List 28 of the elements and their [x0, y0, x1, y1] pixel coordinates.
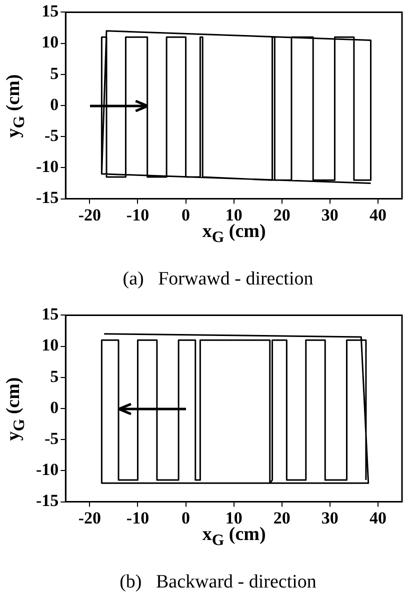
x-tick-label: 0 — [182, 508, 190, 528]
y-tick-label: -5 — [44, 126, 59, 145]
x-tick-label: 30 — [321, 508, 338, 528]
x-tick-label: 20 — [273, 508, 290, 528]
y-tick-label: 10 — [42, 336, 59, 355]
text: (a) Forwawd - direction — [122, 268, 314, 290]
x-tick-label: 20 — [273, 205, 290, 224]
x-tick-label: -20 — [78, 205, 102, 224]
y-tick-label: 15 — [42, 304, 59, 324]
x-tick-label: 30 — [321, 205, 338, 224]
y-tick-label: -15 — [36, 491, 59, 510]
y-tick-label: -5 — [44, 428, 59, 448]
y-tick-label: 5 — [50, 366, 59, 386]
y-tick-label: -10 — [36, 157, 59, 176]
x-tick-label: 40 — [369, 205, 386, 224]
x-tick-label: 40 — [369, 508, 386, 528]
y-tick-label: 0 — [50, 398, 59, 417]
y-tick-label: 5 — [50, 64, 59, 83]
y-tick-label: -10 — [36, 460, 59, 480]
x-tick-label: -10 — [126, 205, 150, 224]
x-tick-label: -20 — [78, 508, 102, 528]
y-tick-label: -15 — [36, 188, 59, 208]
y-tick-label: 0 — [50, 94, 59, 114]
y-tick-label: 15 — [42, 2, 59, 21]
text: (b) Backward - direction — [120, 572, 317, 593]
x-tick-label: 0 — [182, 205, 190, 224]
x-tick-label: -10 — [126, 508, 150, 528]
y-tick-label: 10 — [42, 32, 59, 52]
